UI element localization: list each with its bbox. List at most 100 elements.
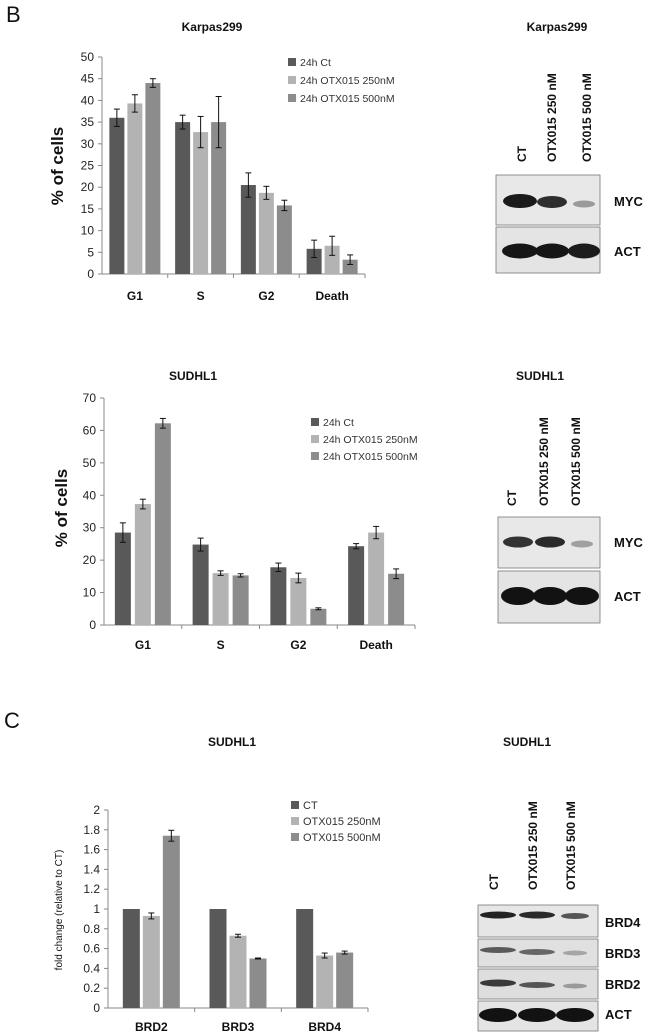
bar [114,532,131,625]
band [501,587,535,605]
chart-karpas299-cell-cycle: Karpas299 % of cells 0 5 10 15 20 25 30 35 40 45 5… [48,20,395,303]
bar [212,573,229,625]
lane-label-500: OTX015 500 nM [564,801,578,890]
bar [134,504,151,625]
y-tick-label: 60 [83,423,97,437]
western-blot-karpas299: Karpas299 CT OTX015 250 nM OTX015 500 nM… [495,20,644,274]
y-tick-label: 70 [83,391,97,405]
band [535,243,569,259]
bar [388,573,405,625]
bar [145,83,161,274]
y-tick-label: 35 [81,115,95,129]
legend-entry: OTX015 500nM [303,832,381,844]
blot-strip-act [495,226,601,274]
western-blot-sudhl1-myc: SUDHL1 CT OTX015 250 nM OTX015 500 nM MY… [497,369,644,624]
category-label: BRD2 [135,1020,168,1034]
y-tick-label: 45 [81,72,95,86]
category-label: G1 [127,289,143,303]
legend-entry: OTX015 250nM [303,816,381,828]
bar [316,955,334,1008]
blot-strip-act [477,1000,599,1032]
bar [348,546,365,625]
western-blot-sudhl1-brd: SUDHL1 CT OTX015 250 nM OTX015 500 nM BR… [477,735,641,1032]
legend: 24h Ct 24h OTX015 250nM 24h OTX015 500nM [311,417,418,463]
bar [142,915,160,1008]
chart-sudhl1-brd-fold-change: SUDHL1 fold change (relative to CT) 0 0.2… [54,735,381,1034]
band [480,947,516,953]
band [563,950,587,956]
bar [249,958,267,1008]
protein-label-brd4: BRD4 [605,915,641,930]
bar [324,245,340,274]
y-tick-label: 25 [81,159,95,173]
bar [342,259,358,274]
y-tick-label: 20 [83,553,97,567]
bar [306,248,322,274]
bar [296,909,314,1008]
lane-label-500: OTX015 500 nM [569,417,583,506]
lane-label-ct: CT [515,145,529,162]
y-tick-label: 0.2 [83,981,100,995]
legend-swatch [288,94,296,102]
bar [211,122,227,274]
blot-title: SUDHL1 [516,369,564,383]
bar [310,608,327,625]
y-tick-label: 10 [83,586,97,600]
band [556,1008,594,1022]
y-tick-label: 10 [81,224,95,238]
bar [232,575,249,625]
legend-swatch [291,817,299,825]
bar [290,577,307,625]
category-label: Death [315,289,348,303]
bar [193,132,209,274]
legend: 24h Ct 24h OTX015 250nM 24h OTX015 500nM [288,57,395,105]
band [571,540,593,548]
band [573,200,595,208]
chart-title: SUDHL1 [208,735,256,749]
y-tick-label: 20 [81,180,95,194]
legend-entry: 24h Ct [300,57,331,69]
band [519,911,555,919]
y-tick-label: 0.4 [83,961,100,975]
legend: CT OTX015 250nM OTX015 500nM [291,800,381,844]
category-label: S [217,638,225,652]
blot-strip-brd4 [477,904,599,938]
band [561,913,589,919]
protein-label-myc: MYC [614,535,644,550]
lane-label-250: OTX015 250 nM [526,801,540,890]
blot-strip-act [497,570,601,624]
bar [229,935,247,1008]
band [503,194,537,208]
band [519,949,555,955]
chart-title: Karpas299 [182,20,243,34]
bar [192,544,209,625]
bar [109,117,125,274]
y-tick-label: 40 [81,93,95,107]
y-tick-label: 15 [81,202,95,216]
chart-sudhl1-cell-cycle: SUDHL1 % of cells 0 10 20 30 40 50 60 70 G1 S G2 De… [52,369,418,652]
blot-title: Karpas299 [527,20,588,34]
protein-label-act: ACT [614,589,641,604]
category-label: Death [359,638,392,652]
lane-label-250: OTX015 250 nM [545,73,559,162]
blot-strip-myc [497,516,601,569]
blot-strip-brd3 [477,938,599,968]
y-tick-label: 1.8 [83,823,100,837]
band [502,243,538,259]
band [563,983,587,989]
protein-label-brd2: BRD2 [605,977,640,992]
legend-swatch [291,801,299,809]
y-tick-label: 30 [81,137,95,151]
y-tick-label: 30 [83,521,97,535]
legend-swatch [311,435,319,443]
blot-strip-brd2 [477,968,599,1000]
y-tick-label: 0 [89,618,96,632]
y-axis-label: % of cells [48,127,67,205]
bar [270,567,287,625]
bar [175,122,191,274]
lane-label-ct: CT [505,489,519,506]
protein-label-act: ACT [614,244,641,259]
plot-area: 0 0.2 0.4 0.6 0.8 1 1.2 1.4 1.6 1.8 2 BRD2 BRD3 BRD4 C… [83,800,380,1034]
lane-label-ct: CT [487,873,501,890]
